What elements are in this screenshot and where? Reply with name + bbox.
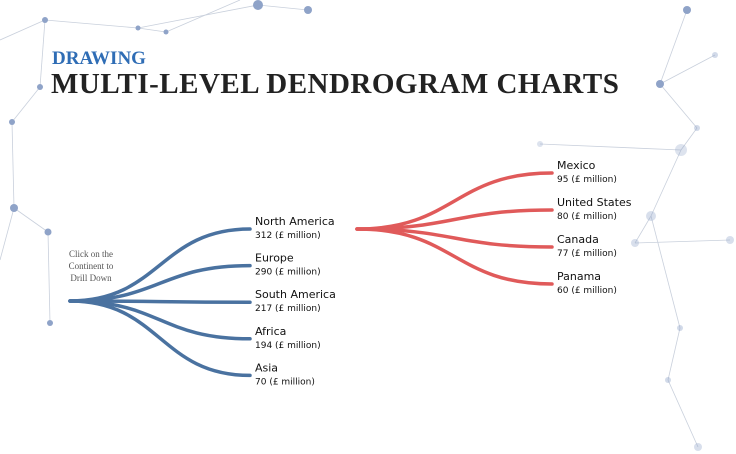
value-label: 77 (£ million) bbox=[557, 249, 617, 259]
value-label: 95 (£ million) bbox=[557, 175, 617, 185]
node-label[interactable]: Africa bbox=[255, 325, 286, 338]
branch bbox=[68, 299, 252, 341]
node-label[interactable]: Asia bbox=[255, 361, 278, 374]
value-label: 312 (£ million) bbox=[255, 231, 321, 241]
node-label: United States bbox=[557, 196, 632, 209]
branch bbox=[68, 299, 252, 378]
node-label: Panama bbox=[557, 270, 601, 283]
value-label: 194 (£ million) bbox=[255, 341, 321, 351]
branch bbox=[355, 227, 554, 286]
subtitle: DRAWING bbox=[52, 48, 146, 69]
node-label: Canada bbox=[557, 233, 599, 246]
value-label: 80 (£ million) bbox=[557, 212, 617, 222]
node-label: Mexico bbox=[557, 159, 596, 172]
node-label[interactable]: Europe bbox=[255, 252, 294, 265]
node-label[interactable]: South America bbox=[255, 288, 336, 301]
value-label: 217 (£ million) bbox=[255, 304, 321, 314]
value-label: 290 (£ million) bbox=[255, 268, 321, 278]
node-label[interactable]: North America bbox=[255, 215, 335, 228]
annotation: Click on the Continent to Drill Down bbox=[68, 249, 114, 283]
chart-title: MULTI-LEVEL DENDROGRAM CHARTS bbox=[51, 68, 619, 100]
value-label: 70 (£ million) bbox=[255, 377, 315, 387]
value-label: 60 (£ million) bbox=[557, 286, 617, 296]
